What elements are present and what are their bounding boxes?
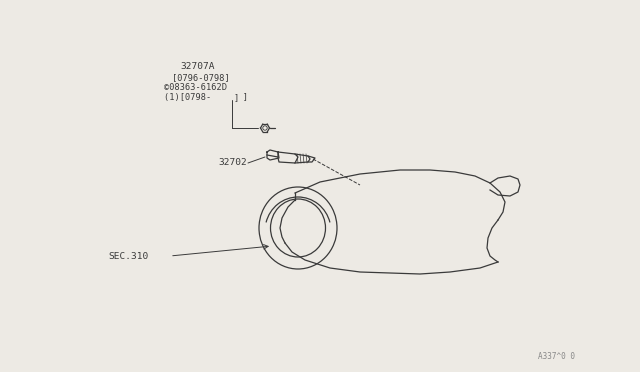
Text: (1)[0798-      ]: (1)[0798- ] <box>164 93 248 102</box>
Text: ]: ] <box>234 93 239 102</box>
Text: [0796-0798]: [0796-0798] <box>172 73 230 82</box>
Text: ©08363-6162D: ©08363-6162D <box>164 83 227 92</box>
Text: 32707A: 32707A <box>180 62 214 71</box>
Text: A337^0 0: A337^0 0 <box>538 352 575 361</box>
Text: 32702: 32702 <box>218 158 247 167</box>
Text: SEC.310: SEC.310 <box>108 252 148 261</box>
